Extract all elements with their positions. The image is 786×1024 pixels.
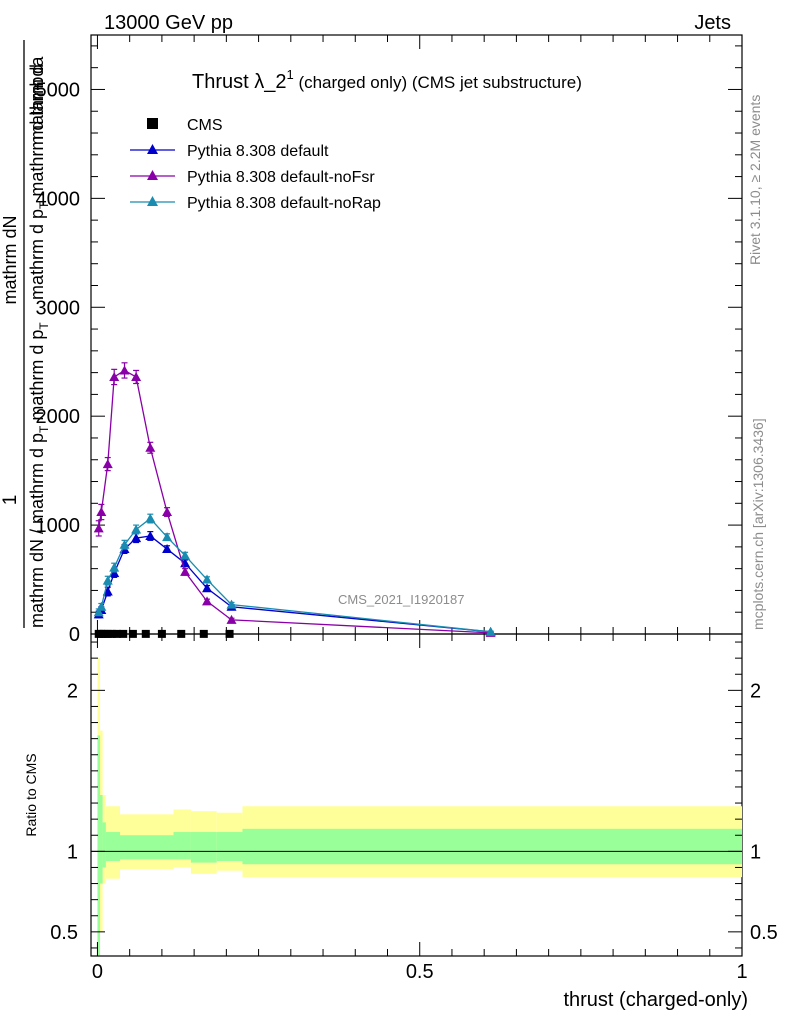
data-point: [162, 544, 173, 554]
data-point: [96, 507, 107, 517]
legend-marker-norap: [147, 196, 158, 206]
ratio-y-tick-label: 1: [67, 841, 78, 863]
ratio-band-green: [190, 832, 217, 863]
series-0: [94, 629, 234, 638]
ratio-y-tick-label-right: 2: [750, 680, 761, 702]
mcplots-credit-label: mcplots.cern.ch [arXiv:1306.3436]: [750, 418, 766, 630]
data-point: [180, 550, 191, 560]
data-point: [180, 566, 191, 576]
cms-data-point: [141, 629, 150, 638]
data-point: [102, 459, 113, 469]
data-point: [131, 524, 142, 534]
data-point: [131, 371, 142, 381]
main-y-tick-label: 1000: [36, 515, 81, 537]
data-point: [226, 614, 237, 624]
ratio-y-tick-label: 2: [67, 680, 78, 702]
series-1: [93, 530, 496, 636]
ylabel-part-b: mathrm dN: [0, 215, 20, 304]
ratio-band-green: [242, 828, 743, 865]
data-point: [162, 532, 173, 542]
legend-marker-cms: [147, 118, 158, 129]
cms-data-point: [112, 629, 121, 638]
data-point: [202, 574, 213, 584]
main-y-tick-label: 5000: [36, 79, 81, 101]
ratio-y-tick-labels: 0.5 0.5 1 1 2 2: [50, 680, 778, 944]
legend: CMS Pythia 8.308 default Pythia 8.308 de…: [130, 117, 381, 212]
analysis-watermark: CMS_2021_I1920187: [338, 592, 465, 607]
ratio-panel-frame: [90, 633, 743, 957]
axis-ticks: [91, 35, 743, 956]
data-point: [485, 626, 496, 636]
data-point: [202, 596, 213, 606]
data-point: [145, 442, 156, 452]
main-y-tick-label: 3000: [36, 297, 81, 319]
data-point: [119, 365, 130, 375]
cms-data-point: [107, 629, 116, 638]
series-2: [93, 362, 496, 637]
x-tick-label: 0.5: [406, 961, 434, 983]
ratio-band-green: [216, 832, 243, 862]
data-point: [109, 562, 120, 572]
data-point: [119, 539, 130, 549]
legend-marker-default: [147, 144, 158, 154]
header-left: 13000 GeV pp: [104, 12, 233, 34]
data-point: [93, 607, 104, 617]
data-point: [145, 530, 156, 540]
series-3: [93, 513, 496, 636]
cms-data-point: [225, 629, 234, 638]
data-point: [202, 583, 213, 593]
x-tick-labels: 0 0.5 1: [92, 961, 748, 983]
ratio-band-green: [102, 822, 106, 868]
main-y-axis-label: 1 mathrm dN / mathrm d pT mathrm d pT ma…: [0, 40, 51, 628]
legend-label-default: Pythia 8.308 default: [187, 143, 329, 160]
data-point: [145, 513, 156, 523]
ratio-band-green: [105, 832, 121, 862]
cms-data-point: [119, 629, 128, 638]
x-axis-label: thrust (charged-only): [563, 989, 748, 1011]
legend-label-norap: Pythia 8.308 default-noRap: [187, 195, 381, 212]
header-right: Jets: [694, 12, 731, 34]
series-line: [98, 535, 491, 633]
ratio-y-tick-label-right: 0.5: [750, 922, 778, 944]
ratio-band-green: [97, 735, 101, 955]
legend-label-nofsr: Pythia 8.308 default-noFsr: [187, 169, 375, 186]
ratio-band-green: [173, 832, 191, 860]
ylabel-part-c: mathrm d pT mathrm d lambda: [27, 56, 51, 300]
ratio-band-green: [120, 835, 174, 860]
ratio-y-tick-label: 0.5: [50, 922, 78, 944]
data-series: [93, 362, 496, 638]
main-y-tick-label: 4000: [36, 188, 81, 210]
main-y-tick-labels: 0 1000 2000 3000 4000 5000: [36, 79, 81, 646]
legend-label-cms: CMS: [187, 117, 223, 134]
ylabel-numerator: 1: [0, 495, 21, 506]
ratio-band-green: [100, 795, 103, 884]
data-point: [109, 371, 120, 381]
ylabel-part-d: mathrm d: [27, 64, 47, 140]
main-y-tick-label: 2000: [36, 406, 81, 428]
x-tick-label: 0: [92, 961, 103, 983]
rivet-version-label: Rivet 3.1.10, ≥ 2.2M events: [747, 95, 763, 265]
cms-data-point: [177, 629, 186, 638]
x-tick-label: 1: [736, 961, 747, 983]
legend-marker-nofsr: [147, 170, 158, 180]
ratio-y-axis-label: Ratio to CMS: [23, 753, 39, 836]
data-point: [96, 601, 107, 611]
main-y-tick-label: 0: [69, 624, 80, 646]
ratio-bands: [97, 658, 743, 955]
cms-data-point: [128, 629, 137, 638]
data-point: [226, 599, 237, 609]
ylabel-part-a: mathrm dN / mathrm d pT mathrm d pT: [27, 322, 51, 628]
series-line: [98, 517, 491, 633]
plot-title: Thrust λ_21 (charged only) (CMS jet subs…: [192, 67, 582, 93]
data-point: [93, 523, 104, 533]
data-point: [102, 575, 113, 585]
cms-data-point: [199, 629, 208, 638]
cms-data-point: [157, 629, 166, 638]
data-point: [131, 533, 142, 543]
data-point: [162, 507, 173, 517]
ratio-y-tick-label-right: 1: [750, 841, 761, 863]
